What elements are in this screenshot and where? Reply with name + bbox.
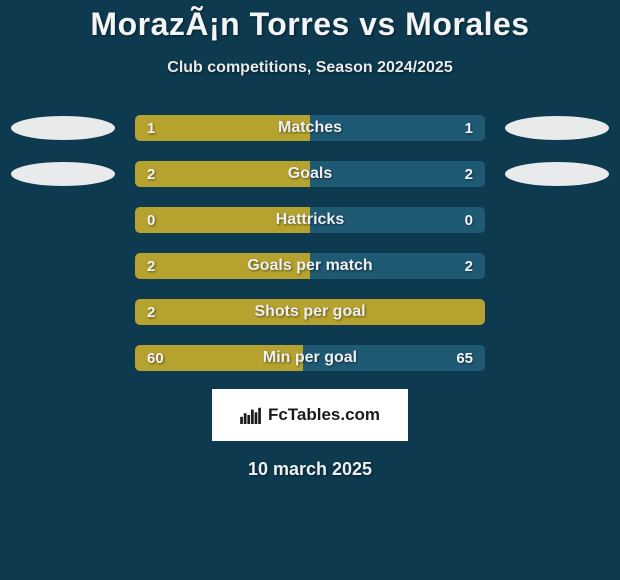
- stat-bar-left: [135, 345, 303, 371]
- subtitle: Club competitions, Season 2024/2025: [0, 59, 620, 77]
- date-text: 10 march 2025: [0, 459, 620, 480]
- stat-bar-right: [310, 207, 485, 233]
- page-title: MorazÃ¡n Torres vs Morales: [0, 0, 620, 43]
- ellipse-left: [11, 116, 115, 140]
- stat-bar-right: [310, 253, 485, 279]
- stat-bar-right: [310, 115, 485, 141]
- comparison-infographic: MorazÃ¡n Torres vs Morales Club competit…: [0, 0, 620, 580]
- logo-box: FcTables.com: [212, 389, 408, 441]
- stat-bar-left: [135, 253, 310, 279]
- stat-row: 22Goals per match: [0, 253, 620, 279]
- stat-row: 00Hattricks: [0, 207, 620, 233]
- stat-bar-track: 22Goals: [135, 161, 485, 187]
- stat-bar-right: [303, 345, 485, 371]
- stats-rows: 11Matches 22Goals 00Hattricks 22Goals per m…: [0, 115, 620, 371]
- stat-bar-left: [135, 299, 485, 325]
- stat-row: 22Goals: [0, 161, 620, 187]
- stat-row: 6065Min per goal: [0, 345, 620, 371]
- logo-text: FcTables.com: [268, 405, 380, 425]
- ellipse-right: [505, 116, 609, 140]
- stat-row: 11Matches: [0, 115, 620, 141]
- stat-bar-left: [135, 207, 310, 233]
- stat-bar-track: 2Shots per goal: [135, 299, 485, 325]
- stat-bar-right: [310, 161, 485, 187]
- stat-bar-track: 6065Min per goal: [135, 345, 485, 371]
- stat-bar-left: [135, 161, 310, 187]
- stat-bar-left: [135, 115, 310, 141]
- ellipse-left: [11, 162, 115, 186]
- stat-row: 2Shots per goal: [0, 299, 620, 325]
- stat-bar-track: 00Hattricks: [135, 207, 485, 233]
- ellipse-right: [505, 162, 609, 186]
- stat-bar-track: 11Matches: [135, 115, 485, 141]
- fctables-bars-icon: [240, 406, 262, 424]
- stat-bar-track: 22Goals per match: [135, 253, 485, 279]
